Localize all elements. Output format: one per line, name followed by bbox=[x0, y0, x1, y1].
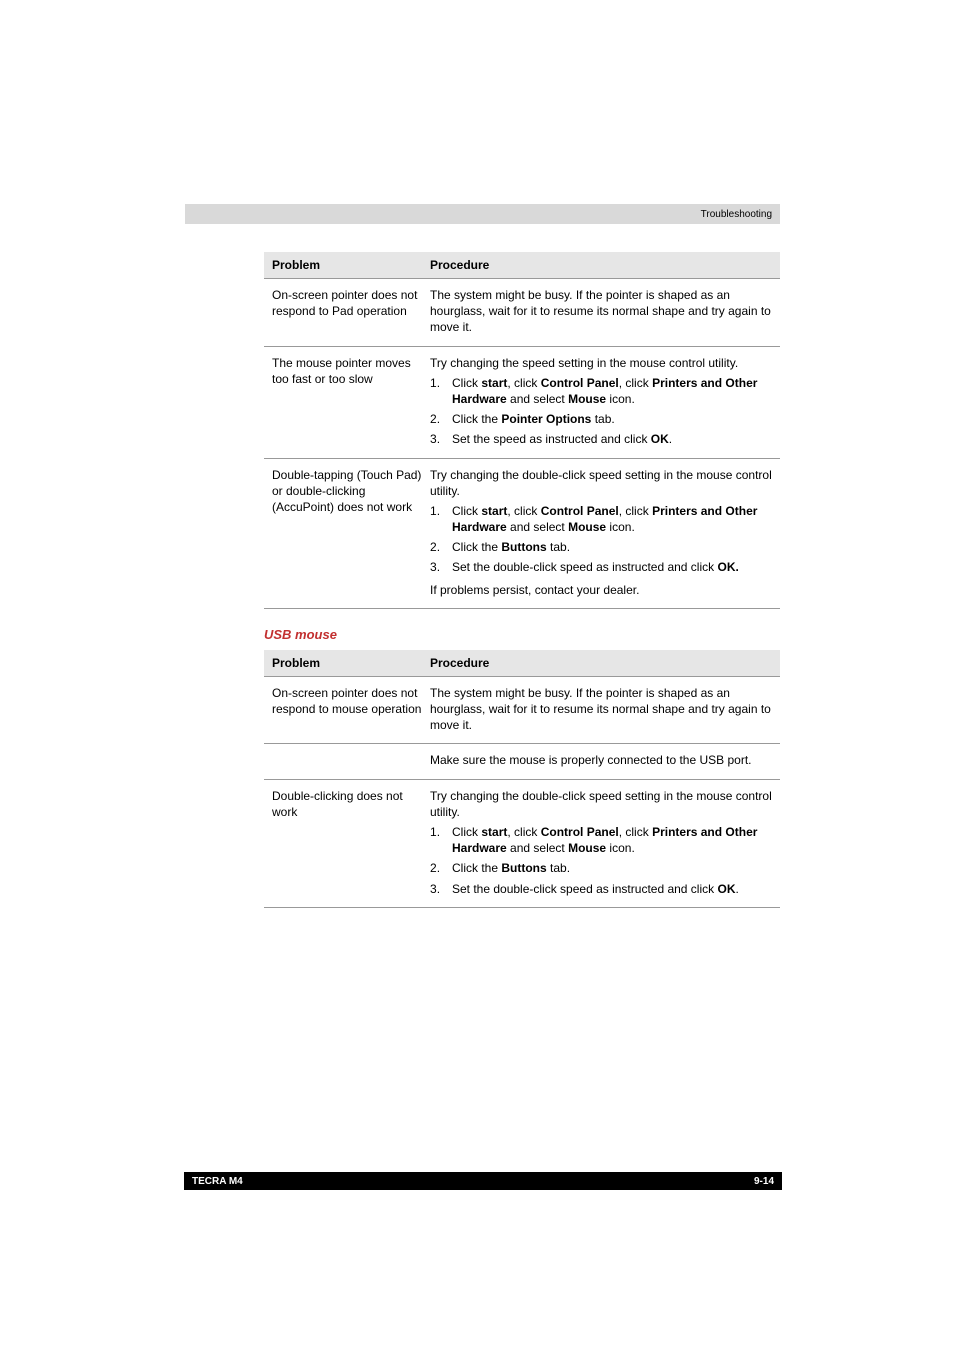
table-row: Double-clicking does not work Try changi… bbox=[264, 780, 780, 908]
table-row: On-screen pointer does not respond to Pa… bbox=[264, 279, 780, 347]
procedure-text: Try changing the speed setting in the mo… bbox=[430, 355, 772, 371]
table-row: The mouse pointer moves too fast or too … bbox=[264, 347, 780, 459]
procedure-cell: Try changing the double-click speed sett… bbox=[430, 467, 772, 598]
table2-header-problem: Problem bbox=[272, 656, 430, 670]
procedure-cell: Try changing the speed setting in the mo… bbox=[430, 355, 772, 448]
list-item: Click start, click Control Panel, click … bbox=[430, 824, 772, 856]
procedure-text: Try changing the double-click speed sett… bbox=[430, 788, 772, 820]
page-content: Problem Procedure On-screen pointer does… bbox=[264, 252, 780, 908]
section-heading-usb-mouse: USB mouse bbox=[264, 627, 780, 642]
table-subrow: Make sure the mouse is properly connecte… bbox=[264, 743, 780, 779]
procedure-steps: Click start, click Control Panel, click … bbox=[430, 503, 772, 576]
procedure-text: Try changing the double-click speed sett… bbox=[430, 467, 772, 499]
header-section: Troubleshooting bbox=[701, 209, 772, 220]
table-row: Double-tapping (Touch Pad) or double-cli… bbox=[264, 459, 780, 609]
table1-header-procedure: Procedure bbox=[430, 258, 772, 272]
problem-cell: On-screen pointer does not respond to mo… bbox=[272, 685, 430, 734]
procedure-cell: The system might be busy. If the pointer… bbox=[430, 287, 772, 336]
page-footer: TECRA M4 9-14 bbox=[184, 1172, 782, 1190]
procedure-after: If problems persist, contact your dealer… bbox=[430, 582, 772, 598]
list-item: Click start, click Control Panel, click … bbox=[430, 503, 772, 535]
procedure-cell: The system might be busy. If the pointer… bbox=[430, 685, 772, 734]
list-item: Set the double-click speed as instructed… bbox=[430, 881, 772, 897]
list-item: Click start, click Control Panel, click … bbox=[430, 375, 772, 407]
problem-cell: Double-tapping (Touch Pad) or double-cli… bbox=[272, 467, 430, 598]
table-row: On-screen pointer does not respond to mo… bbox=[264, 677, 780, 744]
footer-page: 9-14 bbox=[754, 1176, 774, 1187]
table2-header-procedure: Procedure bbox=[430, 656, 772, 670]
procedure-cell: Try changing the double-click speed sett… bbox=[430, 788, 772, 897]
list-item: Click the Buttons tab. bbox=[430, 539, 772, 555]
problem-cell: The mouse pointer moves too fast or too … bbox=[272, 355, 430, 448]
problem-cell: Double-clicking does not work bbox=[272, 788, 430, 897]
table1-header-problem: Problem bbox=[272, 258, 430, 272]
procedure-steps: Click start, click Control Panel, click … bbox=[430, 375, 772, 448]
header-bar: Troubleshooting bbox=[185, 204, 780, 224]
list-item: Set the double-click speed as instructed… bbox=[430, 559, 772, 575]
problem-cell-empty bbox=[272, 752, 430, 768]
list-item: Click the Pointer Options tab. bbox=[430, 411, 772, 427]
table1-header: Problem Procedure bbox=[264, 252, 780, 279]
footer-model: TECRA M4 bbox=[192, 1176, 243, 1187]
list-item: Click the Buttons tab. bbox=[430, 860, 772, 876]
procedure-steps: Click start, click Control Panel, click … bbox=[430, 824, 772, 897]
table2-header: Problem Procedure bbox=[264, 650, 780, 677]
problem-cell: On-screen pointer does not respond to Pa… bbox=[272, 287, 430, 336]
list-item: Set the speed as instructed and click OK… bbox=[430, 431, 772, 447]
procedure-cell: Make sure the mouse is properly connecte… bbox=[430, 752, 772, 768]
